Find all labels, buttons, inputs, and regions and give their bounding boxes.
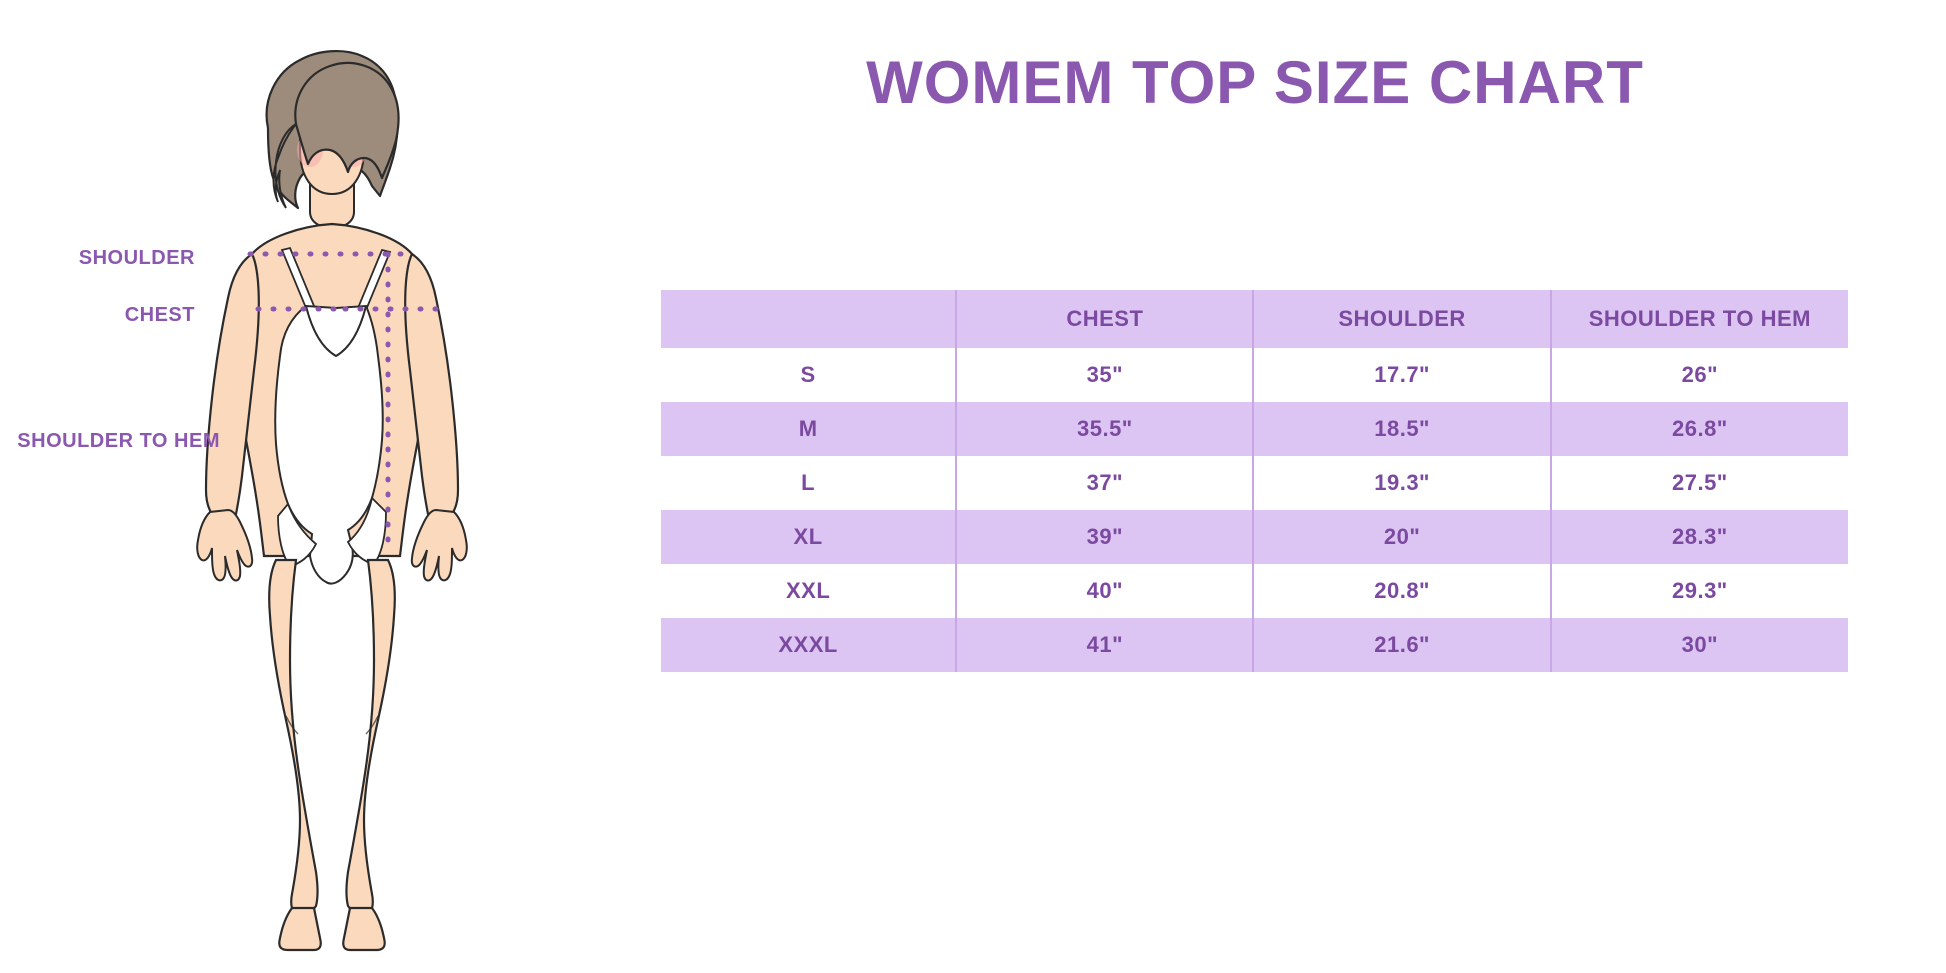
leg-right-icon bbox=[345, 558, 396, 918]
cell-chest: 41" bbox=[955, 618, 1254, 672]
size-chart-table: CHEST SHOULDER SHOULDER TO HEM S 35" 17.… bbox=[661, 290, 1848, 672]
label-shoulder: SHOULDER bbox=[78, 247, 195, 269]
hair-curl-left-icon bbox=[272, 123, 297, 209]
cell-size: XL bbox=[793, 524, 823, 549]
hand-right-icon bbox=[410, 508, 468, 582]
arm-left-icon bbox=[204, 252, 260, 516]
leotard-leg-right-icon bbox=[346, 496, 387, 565]
cell-chest: 35.5" bbox=[955, 402, 1254, 456]
cell-shoulder-to-hem: 30" bbox=[1549, 618, 1848, 672]
column-header-size bbox=[661, 290, 956, 348]
cell-shoulder-to-hem: 29.3" bbox=[1549, 564, 1848, 618]
knee-right-icon bbox=[365, 715, 379, 735]
arm-right-icon bbox=[404, 252, 460, 516]
leotard-body-icon bbox=[274, 304, 384, 585]
column-header-shoulder: SHOULDER bbox=[1252, 290, 1551, 348]
column-header-shoulder-to-hem: SHOULDER TO HEM bbox=[1549, 290, 1848, 348]
table-body: S 35" 17.7" 26" M 35.5" 18.5" 26.8" L 37… bbox=[661, 348, 1848, 672]
table-row: S 35" 17.7" 26" bbox=[661, 348, 1848, 402]
cell-shoulder-to-hem: 28.3" bbox=[1549, 510, 1848, 564]
cell-shoulder: 17.7" bbox=[1252, 348, 1551, 402]
cell-size: XXXL bbox=[778, 632, 838, 657]
cell-size: S bbox=[800, 362, 816, 387]
cell-chest: 40" bbox=[955, 564, 1254, 618]
cell-shoulder: 20.8" bbox=[1252, 564, 1551, 618]
label-chest: CHEST bbox=[124, 304, 195, 326]
cell-shoulder: 18.5" bbox=[1252, 402, 1551, 456]
hand-left-icon bbox=[196, 508, 254, 582]
cell-shoulder-to-hem: 26.8" bbox=[1549, 402, 1848, 456]
table-row: XL 39" 20" 28.3" bbox=[661, 510, 1848, 564]
female-body-figure-icon bbox=[196, 49, 468, 952]
cell-shoulder: 19.3" bbox=[1252, 456, 1551, 510]
table-row: M 35.5" 18.5" 26.8" bbox=[661, 402, 1848, 456]
foot-right-icon bbox=[342, 906, 386, 952]
table-header: CHEST SHOULDER SHOULDER TO HEM bbox=[661, 290, 1848, 348]
cell-chest: 37" bbox=[955, 456, 1254, 510]
leg-left-icon bbox=[268, 558, 319, 918]
table-row: XXL 40" 20.8" 29.3" bbox=[661, 564, 1848, 618]
page-title: WOMEM TOP SIZE CHART bbox=[866, 49, 1644, 116]
cell-shoulder-to-hem: 26" bbox=[1549, 348, 1848, 402]
label-shoulder-to-hem: SHOULDER TO HEM bbox=[17, 430, 220, 452]
table-row: XXXL 41" 21.6" 30" bbox=[661, 618, 1848, 672]
foot-left-icon bbox=[278, 906, 322, 952]
cell-size: XXL bbox=[785, 578, 831, 603]
cell-shoulder: 21.6" bbox=[1252, 618, 1551, 672]
cell-chest: 35" bbox=[955, 348, 1254, 402]
cell-size: L bbox=[801, 470, 816, 495]
column-header-chest: CHEST bbox=[955, 290, 1254, 348]
hair-front-icon bbox=[294, 61, 400, 180]
cell-shoulder: 20" bbox=[1252, 510, 1551, 564]
table-header-row: CHEST SHOULDER SHOULDER TO HEM bbox=[661, 290, 1848, 348]
cell-size: M bbox=[798, 416, 818, 441]
figure-illustration-panel: SHOULDER CHEST SHOULDER TO HEM bbox=[0, 0, 660, 973]
cell-shoulder-to-hem: 27.5" bbox=[1549, 456, 1848, 510]
size-chart-table-container: CHEST SHOULDER SHOULDER TO HEM S 35" 17.… bbox=[661, 290, 1848, 672]
table-row: L 37" 19.3" 27.5" bbox=[661, 456, 1848, 510]
leotard-leg-left-icon bbox=[277, 502, 318, 567]
neckline-icon bbox=[305, 305, 367, 358]
knee-left-icon bbox=[285, 715, 299, 735]
cell-chest: 39" bbox=[955, 510, 1254, 564]
